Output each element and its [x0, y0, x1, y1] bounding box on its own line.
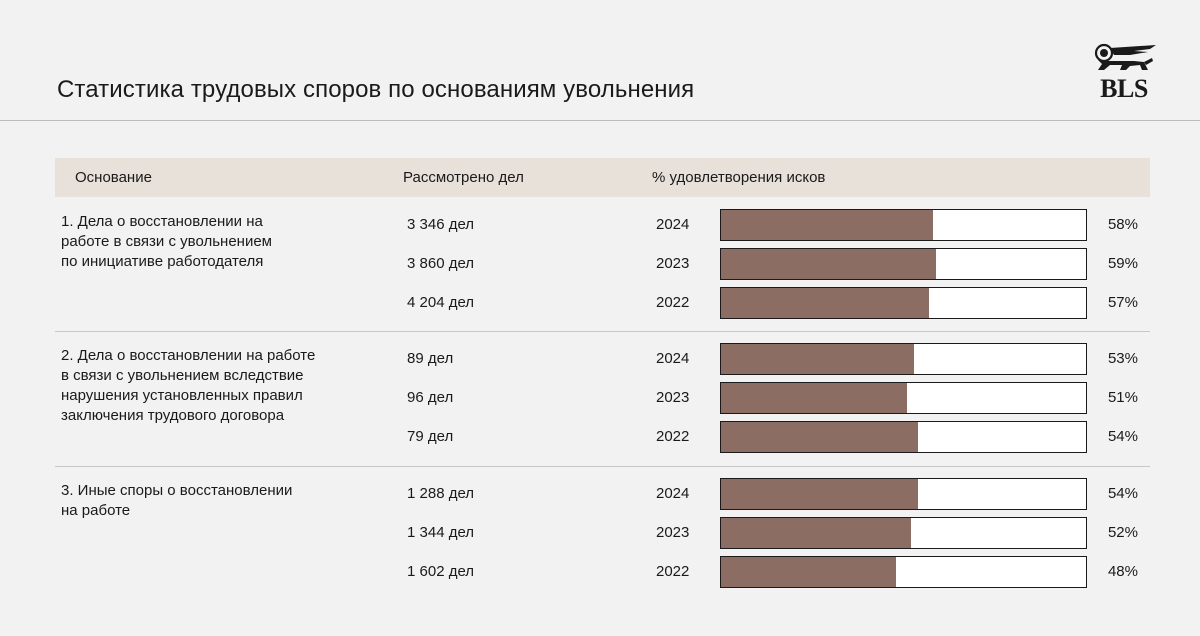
bar-track [720, 343, 1087, 375]
case-count: 1 602 дел [407, 563, 475, 580]
group-label: 1. Дела о восстановлении на работе в связ… [61, 212, 361, 272]
year-label: 2023 [656, 255, 690, 272]
column-header-basis: Основание [75, 169, 152, 186]
title-divider [0, 120, 1200, 121]
case-count: 89 дел [407, 350, 454, 367]
bar-track [720, 421, 1087, 453]
group-label-line: на работе [61, 502, 131, 519]
data-label: 59% [1107, 255, 1138, 272]
case-count: 4 204 дел [407, 294, 475, 311]
bar [721, 288, 929, 318]
page-title: Статистика трудовых споров по основаниям… [57, 76, 695, 103]
data-label: 54% [1107, 428, 1138, 445]
bar [721, 518, 911, 548]
data-label: 57% [1107, 294, 1138, 311]
year-label: 2022 [656, 563, 690, 580]
group-label-line: 3. Иные споры о восстановлении [61, 482, 293, 499]
bar-track [720, 287, 1087, 319]
bls-logo: BLS [1090, 40, 1158, 104]
table-header: Основание Рассмотрено дел % удовлетворен… [55, 158, 1150, 197]
data-label: 58% [1107, 216, 1138, 233]
case-count: 96 дел [407, 389, 454, 406]
year-label: 2024 [656, 216, 690, 233]
group-separator [55, 466, 1150, 467]
year-label: 2023 [656, 524, 690, 541]
column-header-cases: Рассмотрено дел [403, 169, 524, 186]
bar [721, 383, 907, 413]
group-label-line: по инициативе работодателя [61, 253, 264, 270]
group-label: 2. Дела о восстановлении на работе в связ… [61, 346, 361, 426]
data-label: 53% [1107, 350, 1138, 367]
year-label: 2022 [656, 294, 690, 311]
data-label: 54% [1107, 485, 1138, 502]
group-label-line: 2. Дела о восстановлении на работе [61, 347, 316, 364]
bar-track [720, 478, 1087, 510]
bar-track [720, 248, 1087, 280]
group-label-line: заключения трудового договора [61, 407, 285, 424]
lion-emblem-icon [1094, 43, 1156, 70]
column-header-satisfaction: % удовлетворения исков [652, 169, 826, 186]
group-label-line: работе в связи с увольнением [61, 233, 272, 250]
bar [721, 422, 918, 452]
year-label: 2023 [656, 389, 690, 406]
group-label-line: нарушения установленных правил [61, 387, 303, 404]
case-count: 3 860 дел [407, 255, 475, 272]
bar [721, 344, 914, 374]
data-label: 51% [1107, 389, 1138, 406]
data-label: 48% [1107, 563, 1138, 580]
bar-track [720, 209, 1087, 241]
bar [721, 479, 918, 509]
group-label: 3. Иные споры о восстановлении на работе [61, 481, 361, 521]
case-count: 1 288 дел [407, 485, 475, 502]
group-label-line: 1. Дела о восстановлении на [61, 213, 263, 230]
year-label: 2022 [656, 428, 690, 445]
logo-text: BLS [1100, 74, 1148, 103]
bar-track [720, 382, 1087, 414]
bar-track [720, 556, 1087, 588]
bar [721, 249, 936, 279]
case-count: 3 346 дел [407, 216, 475, 233]
data-label: 52% [1107, 524, 1138, 541]
year-label: 2024 [656, 485, 690, 502]
bar-track [720, 517, 1087, 549]
group-label-line: в связи с увольнением вследствие [61, 367, 304, 384]
case-count: 1 344 дел [407, 524, 475, 541]
group-separator [55, 331, 1150, 332]
case-count: 79 дел [407, 428, 454, 445]
year-label: 2024 [656, 350, 690, 367]
bar [721, 210, 933, 240]
bar [721, 557, 896, 587]
